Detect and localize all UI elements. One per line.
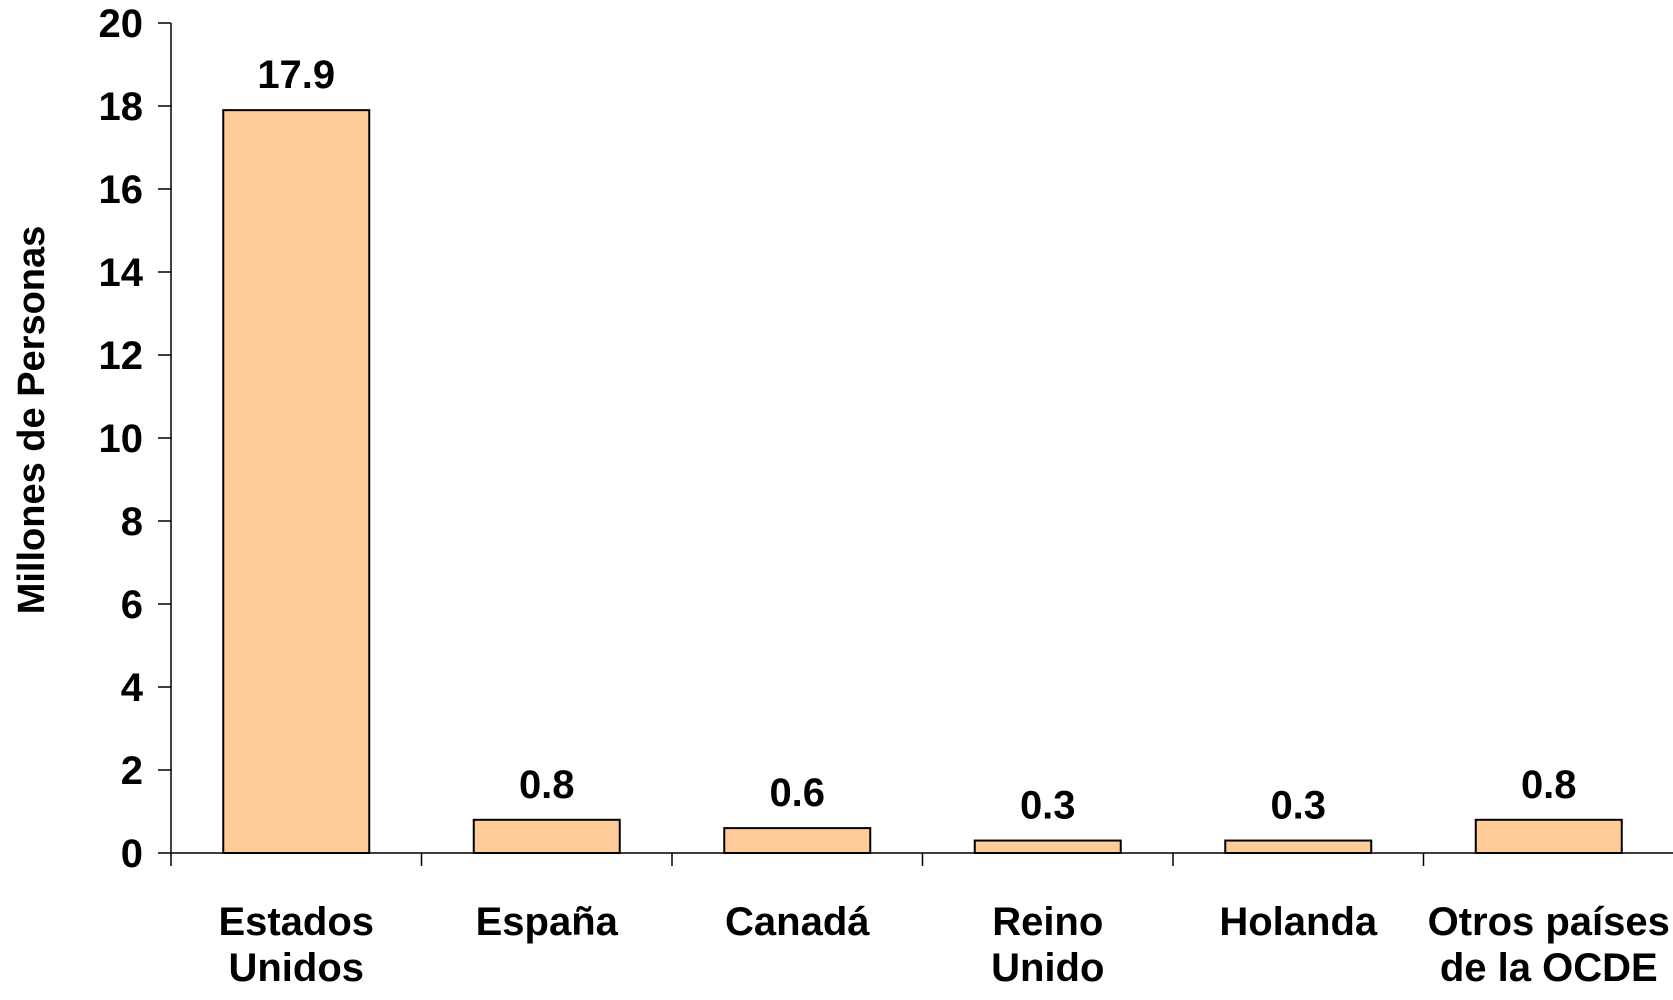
category-label: Estados — [218, 900, 374, 944]
y-tick-label: 0 — [121, 832, 143, 876]
bars — [222, 109, 1623, 854]
bar — [1474, 818, 1623, 854]
bar — [222, 109, 371, 854]
bar — [472, 818, 621, 854]
category-label: Unidos — [228, 946, 364, 990]
y-axis: 0 2 4 6 8 10 12 14 16 18 20 — [99, 2, 172, 876]
y-tick-label: 2 — [121, 749, 143, 793]
data-label: 0.6 — [769, 771, 825, 815]
data-label: 0.8 — [519, 763, 575, 807]
y-tick-label: 6 — [121, 583, 143, 627]
data-labels: 17.9 0.8 0.6 0.3 0.3 0.8 — [257, 53, 1576, 827]
y-tick-label: 8 — [121, 500, 143, 544]
category-label: Holanda — [1219, 900, 1378, 944]
data-label: 17.9 — [257, 53, 335, 97]
category-label: Otros países — [1428, 900, 1670, 944]
category-label: Reino — [992, 900, 1103, 944]
y-axis-title: Millones de Personas — [11, 226, 53, 615]
y-tick-label: 10 — [99, 417, 144, 461]
y-tick-label: 14 — [99, 251, 144, 295]
data-label: 0.3 — [1270, 784, 1326, 828]
y-tick-label: 18 — [99, 85, 144, 129]
bar — [973, 839, 1122, 854]
category-label: Unido — [991, 946, 1104, 990]
bar — [723, 827, 872, 854]
category-label: Canadá — [725, 900, 870, 944]
y-tick-label: 20 — [99, 2, 144, 46]
category-label: España — [476, 900, 619, 944]
bar — [1224, 839, 1373, 854]
y-tick-label: 12 — [99, 334, 144, 378]
y-tick-label: 16 — [99, 168, 144, 212]
data-label: 0.8 — [1521, 763, 1577, 807]
category-label: de la OCDE — [1440, 946, 1658, 990]
x-axis — [170, 852, 1673, 866]
data-label: 0.3 — [1020, 784, 1076, 828]
y-tick-label: 4 — [121, 666, 144, 710]
